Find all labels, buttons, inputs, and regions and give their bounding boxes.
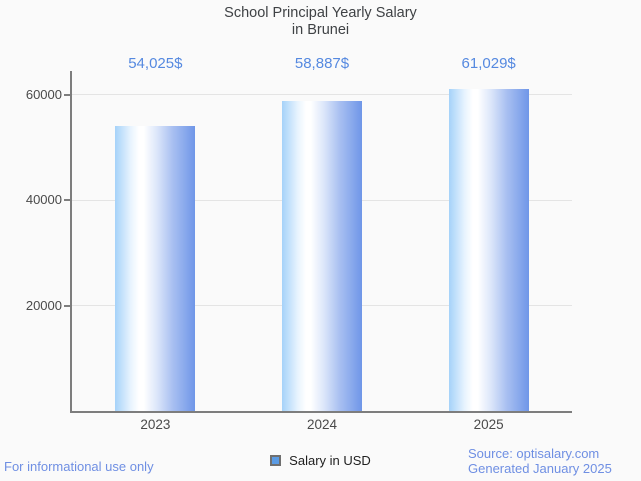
disclaimer-text: For informational use only xyxy=(4,459,154,474)
generated-text: Generated January 2025 xyxy=(468,461,612,476)
source-text: Source: optisalary.com xyxy=(468,446,600,461)
value-annotation-2024: 58,887$ xyxy=(294,55,350,72)
y-tick-mark xyxy=(64,199,70,202)
value-annotation-2023: 54,025$ xyxy=(128,55,183,72)
chart-title-line1: School Principal Yearly Salary xyxy=(224,5,417,21)
y-tick-label: 60000 xyxy=(25,86,62,102)
gridline-60000 xyxy=(72,94,572,96)
x-axis-label-2023: 2023 xyxy=(140,417,171,432)
legend-label: Salary in USD xyxy=(289,452,371,468)
x-axis-label-2025: 2025 xyxy=(473,417,504,432)
plot-area xyxy=(70,71,572,413)
source-block: Source: optisalary.com Generated January… xyxy=(468,446,612,476)
y-tick-label: 20000 xyxy=(25,297,62,313)
value-annotations-layer: 54,025$ 58,887$ 61,029$ xyxy=(72,55,572,73)
value-annotation-2025: 61,029$ xyxy=(461,55,516,72)
x-axis-labels-layer: 2023 2024 2025 xyxy=(72,417,572,433)
y-tick-mark xyxy=(64,93,70,96)
chart-title-line2: in Brunei xyxy=(291,22,350,38)
bar-2025[interactable] xyxy=(448,89,529,411)
legend: Salary in USD xyxy=(0,452,641,468)
chart-title: School Principal Yearly Salary in Brunei xyxy=(0,5,641,39)
y-tick-label: 40000 xyxy=(25,192,62,208)
y-tick-mark xyxy=(64,304,70,307)
bar-2024[interactable] xyxy=(282,101,362,411)
bar-2023[interactable] xyxy=(115,126,196,411)
legend-swatch-icon xyxy=(270,454,282,466)
x-axis-label-2024: 2024 xyxy=(306,417,338,432)
